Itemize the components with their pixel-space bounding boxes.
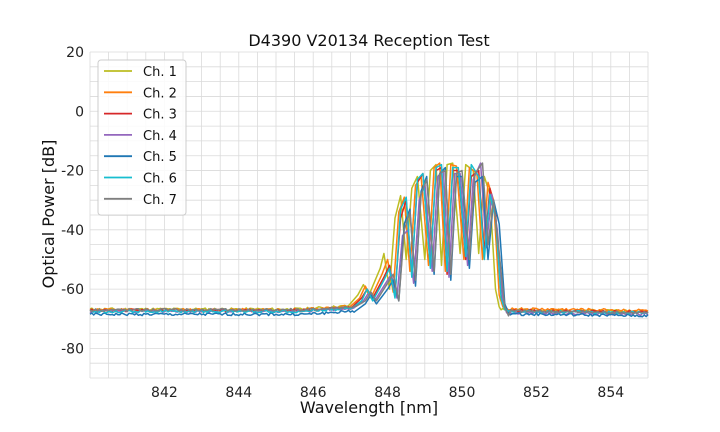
x-tick-label: 850 <box>449 385 476 401</box>
legend-label: Ch. 6 <box>143 172 177 187</box>
x-tick-label: 854 <box>597 385 624 401</box>
y-tick-label: -60 <box>61 282 84 298</box>
legend-box <box>97 59 187 216</box>
legend-label: Ch. 2 <box>143 86 177 101</box>
y-tick-label: -20 <box>61 164 84 180</box>
y-tick-label: 20 <box>66 45 84 61</box>
y-tick-label: -80 <box>61 341 84 357</box>
legend-label: Ch. 3 <box>143 108 177 123</box>
series-layer <box>89 162 649 318</box>
series-line-5 <box>89 166 649 318</box>
x-tick-label: 842 <box>151 385 178 401</box>
x-tick-label: 852 <box>523 385 550 401</box>
legend-label: Ch. 4 <box>143 129 177 144</box>
legend: Ch. 1 Ch. 2 Ch. 3 Ch. 4 Ch. 5 Ch. 6 Ch. 7 <box>97 59 187 216</box>
y-tick-label: 0 <box>75 104 84 120</box>
legend-label: Ch. 5 <box>143 150 177 165</box>
x-tick-label: 844 <box>225 385 252 401</box>
y-tick-label: -40 <box>61 223 84 239</box>
x-axis-title: Wavelength [nm] <box>300 398 438 417</box>
ticks: 842 844 846 848 850 852 854 -80 -60 -40 -20 0 20 <box>61 45 624 401</box>
x-tick-label: 846 <box>300 385 327 401</box>
legend-label: Ch. 1 <box>143 65 177 80</box>
x-tick-label: 848 <box>374 385 401 401</box>
y-axis-title: Optical Power [dB] <box>39 140 58 289</box>
legend-label: Ch. 7 <box>143 193 177 208</box>
series-line-7 <box>89 162 649 317</box>
chart-title: D4390 V20134 Reception Test <box>248 31 489 50</box>
